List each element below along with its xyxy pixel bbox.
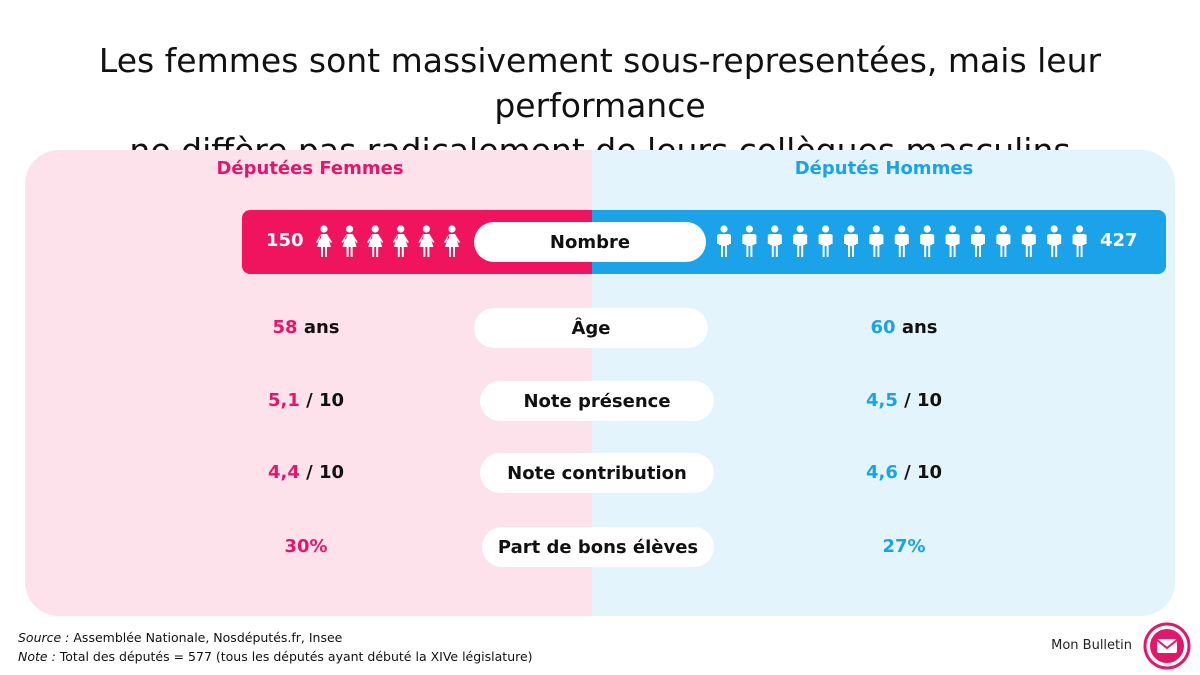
value-men-contribution: 4,6 / 10	[844, 462, 964, 483]
man-icon	[869, 225, 884, 257]
count-men: 427	[1100, 230, 1138, 251]
value-women-bons-eleves: 30%	[246, 536, 366, 557]
value-men-bons-eleves: 27%	[844, 536, 964, 557]
man-icon	[920, 225, 935, 257]
man-icon	[818, 225, 833, 257]
row-label-contribution: Note contribution	[480, 453, 714, 493]
value-women-contribution-number: 4,4	[267, 462, 300, 483]
footer-source: Source : Assemblée Nationale, Nosdéputés…	[18, 630, 342, 645]
brand-name: Mon Bulletin	[1051, 638, 1132, 653]
man-icon	[996, 225, 1011, 257]
man-icon	[1072, 225, 1087, 257]
woman-icon	[418, 225, 435, 257]
value-women-contribution: 4,4 / 10	[246, 462, 366, 483]
value-men-contribution-number: 4,6	[865, 462, 898, 483]
count-women: 150	[266, 230, 304, 251]
value-men-presence: 4,5 / 10	[844, 390, 964, 411]
source-label: Source :	[18, 630, 70, 645]
value-men-presence-number: 4,5	[865, 390, 898, 411]
woman-icon	[316, 225, 332, 257]
value-men-contribution-unit: / 10	[897, 462, 943, 483]
man-icon	[844, 225, 858, 257]
man-icon	[793, 225, 808, 257]
row-label-bons-eleves: Part de bons élèves	[482, 527, 714, 567]
man-icon	[894, 225, 909, 257]
value-women-presence-unit: / 10	[299, 390, 345, 411]
value-women-age-unit: ans	[297, 317, 340, 338]
value-women-age-number: 58	[272, 317, 298, 338]
value-women-age: 58 ans	[246, 317, 366, 338]
title-line-1: Les femmes sont massivement sous-represe…	[98, 41, 1102, 125]
woman-icon	[341, 225, 358, 257]
man-icon	[1047, 225, 1062, 257]
source-text: Assemblée Nationale, Nosdéputés.fr, Inse…	[69, 630, 343, 645]
value-women-presence-number: 5,1	[267, 390, 300, 411]
column-header-women: Députées Femmes	[216, 158, 404, 179]
value-women-contribution-unit: / 10	[299, 462, 345, 483]
woman-icon	[392, 225, 409, 257]
row-label-presence: Note présence	[480, 381, 714, 421]
men-icons	[716, 225, 1088, 259]
value-women-presence: 5,1 / 10	[246, 390, 366, 411]
woman-icon	[367, 225, 384, 257]
value-men-bons-eleves-number: 27%	[882, 536, 926, 557]
row-label-age: Âge	[474, 308, 708, 348]
man-icon	[717, 225, 731, 257]
value-men-presence-unit: / 10	[897, 390, 943, 411]
women-icons	[316, 225, 460, 259]
value-women-bons-eleves-number: 30%	[284, 536, 328, 557]
man-icon	[742, 225, 757, 257]
value-men-age: 60 ans	[844, 317, 964, 338]
note-label: Note :	[18, 649, 56, 664]
column-header-men: Députés Hommes	[794, 158, 974, 179]
man-icon	[1021, 225, 1036, 257]
man-icon	[767, 225, 782, 257]
value-men-age-number: 60	[870, 317, 896, 338]
row-label-nombre: Nombre	[474, 222, 706, 262]
value-men-age-unit: ans	[895, 317, 938, 338]
man-icon	[945, 225, 960, 257]
envelope-icon	[1143, 622, 1191, 670]
woman-icon	[444, 225, 460, 257]
footer-note: Note : Total des députés = 577 (tous les…	[18, 649, 533, 664]
note-text: Total des députés = 577 (tous les député…	[55, 649, 533, 664]
man-icon	[971, 225, 985, 257]
